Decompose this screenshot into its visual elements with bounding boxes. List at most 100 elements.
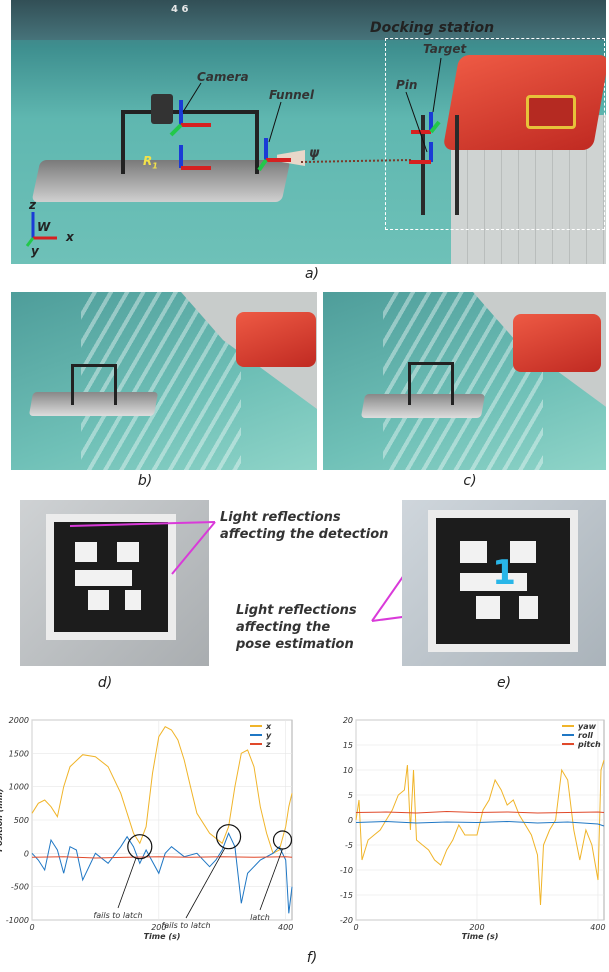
aruco-pattern bbox=[54, 522, 168, 632]
series-line-x bbox=[31, 726, 293, 855]
y-tick-label: 2000 bbox=[9, 716, 29, 725]
label-axis-x: x bbox=[66, 230, 74, 244]
aruco-cell bbox=[519, 596, 538, 619]
annotation-pointer bbox=[259, 848, 283, 911]
annotation-circle bbox=[127, 834, 153, 860]
caption-a: a) bbox=[304, 266, 320, 282]
photo-panel-e: 1 bbox=[402, 500, 606, 666]
aruco-cell bbox=[124, 590, 141, 610]
legend-label-x: x bbox=[265, 722, 272, 731]
coordinate-frames bbox=[25, 57, 442, 247]
caption-b: b) bbox=[137, 473, 153, 489]
label-r1-main: R bbox=[143, 154, 153, 168]
aruco-cell bbox=[88, 590, 109, 610]
annotation-e-line3: pose estimation bbox=[236, 637, 354, 652]
y-axis-label: Position (mm) bbox=[0, 788, 4, 851]
y-tick-label: 15 bbox=[343, 741, 353, 750]
caption-e: e) bbox=[496, 675, 512, 691]
series-line-y bbox=[31, 832, 293, 914]
world-frame bbox=[25, 212, 57, 247]
caption-f: f) bbox=[306, 950, 318, 966]
label-axis-y: y bbox=[31, 244, 39, 258]
annotation-d-line1: Light reflections bbox=[220, 510, 341, 525]
aruco-cell bbox=[509, 540, 537, 564]
annotation-e-line1: Light reflections bbox=[236, 603, 357, 618]
x-tick-label: 400 bbox=[278, 923, 293, 932]
label-psi: ψ bbox=[309, 146, 320, 161]
legend-label-yaw: yaw bbox=[578, 722, 597, 731]
photo-panel-a: 4 6 bbox=[11, 0, 606, 264]
aruco-cell bbox=[460, 540, 487, 564]
label-pin: Pin bbox=[396, 78, 418, 92]
y-tick-label: -15 bbox=[340, 891, 353, 900]
aruco-cell bbox=[74, 541, 98, 562]
y-tick-label: 0 bbox=[348, 816, 353, 825]
target-pointer bbox=[432, 57, 442, 113]
label-target: Target bbox=[423, 42, 467, 56]
y-tick-label: 0 bbox=[24, 849, 29, 858]
photo-panel-c bbox=[323, 292, 606, 470]
annotation-label: latch bbox=[250, 913, 270, 922]
y-tick-label: 10 bbox=[343, 766, 353, 775]
label-r1-sub: 1 bbox=[152, 161, 158, 171]
annotation-circle bbox=[215, 824, 242, 850]
pool-marker: 4 6 bbox=[171, 4, 189, 15]
series-line-z bbox=[31, 856, 293, 859]
docking-station-body bbox=[513, 314, 601, 372]
aruco-marker: 1 bbox=[428, 510, 578, 652]
aruco-pattern: 1 bbox=[436, 518, 570, 644]
camera-pointer bbox=[182, 82, 202, 113]
camera-body bbox=[151, 94, 173, 124]
y-tick-label: 1500 bbox=[9, 749, 29, 758]
annotation-label: fails to latch bbox=[161, 921, 210, 930]
frame-funnel bbox=[257, 138, 291, 172]
x-axis-label: Time (s) bbox=[144, 932, 181, 941]
legend-label-z: z bbox=[265, 740, 271, 749]
aruco-cell bbox=[460, 573, 528, 592]
x-tick-label: 400 bbox=[590, 923, 605, 932]
y-tick-label: 1000 bbox=[9, 783, 29, 792]
funnel-pointer bbox=[268, 101, 282, 143]
label-camera: Camera bbox=[197, 70, 249, 84]
label-docking-station: Docking station bbox=[370, 20, 495, 36]
photo-panel-b bbox=[11, 292, 317, 470]
x-tick-label: 0 bbox=[29, 923, 34, 932]
label-axis-z: z bbox=[29, 198, 36, 212]
y-tick-label: 5 bbox=[348, 791, 353, 800]
x-tick-label: 0 bbox=[353, 923, 358, 932]
label-axis-w: W bbox=[37, 220, 51, 234]
pin-pointer bbox=[405, 91, 428, 153]
docking-station-handle bbox=[526, 95, 576, 129]
frame-pin bbox=[409, 142, 433, 164]
x-tick-label: 200 bbox=[469, 923, 484, 932]
photo-panel-d bbox=[20, 500, 209, 666]
annotation-d-line2: affecting the detection bbox=[220, 527, 389, 542]
aruco-cell bbox=[74, 570, 132, 586]
legend-label-roll: roll bbox=[578, 731, 593, 740]
aruco-cell bbox=[116, 541, 140, 562]
aruco-marker bbox=[46, 514, 176, 640]
y-tick-label: -10 bbox=[340, 866, 353, 875]
boat-frame bbox=[71, 364, 117, 405]
legend-label-pitch: pitch bbox=[577, 740, 601, 749]
annotation-label: fails to latch bbox=[93, 911, 142, 920]
y-tick-label: -1000 bbox=[6, 916, 29, 925]
series-line-pitch bbox=[355, 810, 605, 814]
x-tick-label: 200 bbox=[151, 923, 166, 932]
annotation-pointer bbox=[185, 848, 225, 919]
marker-id-label: 1 bbox=[492, 553, 516, 594]
frame-target bbox=[411, 112, 441, 134]
legend-label-y: y bbox=[266, 731, 272, 740]
annotation-pointer bbox=[117, 858, 137, 909]
x-axis-label: Time (s) bbox=[462, 932, 499, 941]
aruco-cell bbox=[476, 596, 501, 619]
pin-mount bbox=[421, 115, 459, 215]
caption-c: c) bbox=[463, 473, 477, 489]
y-tick-label: -20 bbox=[340, 916, 353, 925]
pool-wall bbox=[11, 0, 606, 40]
y-tick-label: -500 bbox=[11, 883, 29, 892]
annotation-e-line2: affecting the bbox=[236, 620, 331, 635]
series-line-roll bbox=[355, 820, 605, 827]
